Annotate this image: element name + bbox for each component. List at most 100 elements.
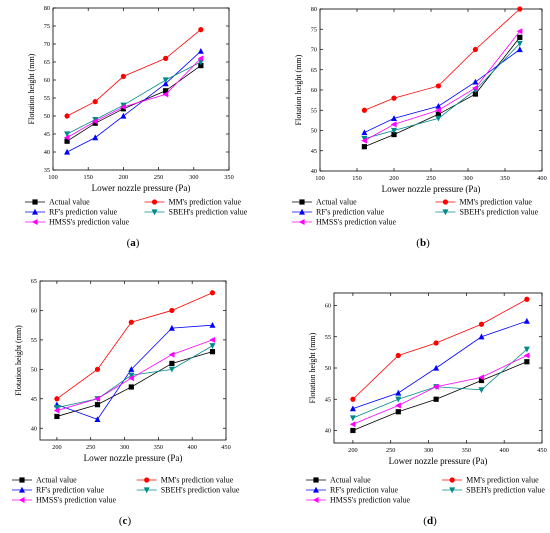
x-tick-label: 200 bbox=[52, 444, 61, 451]
legend-label: HMSS's prediction value bbox=[316, 218, 397, 227]
series-1 bbox=[54, 349, 216, 420]
series-line bbox=[364, 31, 521, 141]
legend-marker bbox=[312, 497, 319, 503]
legend-marker bbox=[19, 477, 25, 483]
x-tick-label: 150 bbox=[83, 174, 92, 181]
data-point bbox=[472, 46, 478, 53]
panel-label: (d) bbox=[423, 515, 437, 527]
legend-label: SBEH's prediction value bbox=[466, 486, 545, 495]
panel-label: (b) bbox=[416, 237, 430, 249]
y-tick-label: 45 bbox=[311, 148, 317, 155]
y-tick-label: 50 bbox=[325, 365, 331, 372]
legend-marker bbox=[299, 199, 305, 205]
legend-label: SBEH's prediction value bbox=[161, 486, 240, 495]
data-point bbox=[120, 104, 126, 110]
data-point bbox=[517, 6, 523, 12]
legend-marker bbox=[313, 486, 319, 493]
series-2 bbox=[361, 6, 523, 113]
legend-label: Actual value bbox=[49, 198, 90, 207]
x-tick-label: 450 bbox=[537, 447, 546, 454]
data-point bbox=[128, 319, 134, 325]
y-tick-label: 60 bbox=[325, 303, 331, 310]
series-3 bbox=[361, 46, 523, 136]
y-tick-label: 45 bbox=[325, 396, 331, 403]
x-tick-label: 350 bbox=[224, 174, 233, 181]
chart-panel-1: 100 150 200 250 300 350 35 40 45 50 55 60 65 70 75 80 Lo… bbox=[25, 5, 248, 249]
series-line bbox=[66, 50, 202, 153]
legend: Actual value MM's prediction value RF's pr… bbox=[25, 198, 248, 227]
y-tick-label: 65 bbox=[311, 67, 317, 74]
series-line bbox=[364, 43, 521, 139]
data-point bbox=[63, 134, 70, 141]
data-point bbox=[163, 88, 169, 94]
chart-panel-4: 200 250 300 350 400 450 40 45 50 55 60 Lower nozzle… bbox=[306, 292, 547, 527]
data-point bbox=[361, 129, 368, 136]
x-tick-label: 350 bbox=[500, 175, 509, 182]
y-tick-label: 65 bbox=[44, 59, 50, 66]
legend-item: Actual value bbox=[12, 476, 77, 485]
series-line bbox=[56, 292, 213, 400]
data-point bbox=[92, 118, 98, 125]
legend-item: RF's prediction value bbox=[306, 486, 399, 495]
data-point bbox=[516, 46, 523, 53]
series-line bbox=[56, 345, 213, 409]
data-point bbox=[433, 364, 440, 371]
legend-marker bbox=[449, 487, 456, 494]
series-5 bbox=[349, 352, 530, 428]
data-point bbox=[349, 415, 356, 422]
legend-item: MM's prediction value bbox=[435, 198, 532, 207]
data-point bbox=[395, 352, 401, 359]
x-tick-label: 350 bbox=[154, 444, 163, 451]
series-line bbox=[364, 8, 521, 111]
data-point bbox=[197, 48, 204, 54]
x-tick-label: 400 bbox=[537, 175, 546, 182]
data-point bbox=[361, 137, 367, 144]
series-line bbox=[352, 298, 528, 400]
series-line bbox=[66, 65, 202, 142]
legend-label: HMSS's prediction value bbox=[49, 218, 130, 227]
chart-panel-3: 200 250 300 350 400 450 40 45 50 55 60 65 Lower nozz… bbox=[12, 278, 240, 527]
x-tick-label: 150 bbox=[352, 175, 361, 182]
legend-item: MM's prediction value bbox=[442, 476, 539, 485]
legend-label: SBEH's prediction value bbox=[459, 208, 538, 217]
data-point bbox=[209, 343, 216, 349]
legend-marker bbox=[442, 209, 449, 216]
x-axis-label: Lower nozzle pressure (Pa) bbox=[92, 183, 191, 193]
y-tick-label: 50 bbox=[31, 367, 37, 374]
x-tick-label: 100 bbox=[48, 174, 57, 181]
legend-marker bbox=[19, 486, 25, 493]
data-point bbox=[92, 120, 98, 126]
data-point bbox=[198, 27, 204, 33]
y-axis-label: Flotation height (mm) bbox=[308, 332, 317, 403]
legend-marker bbox=[313, 477, 319, 483]
legend-marker bbox=[31, 219, 38, 225]
data-point bbox=[435, 111, 441, 117]
series-line bbox=[56, 339, 213, 411]
panel-label: (a) bbox=[127, 237, 140, 249]
data-point bbox=[395, 409, 401, 415]
legend-item: SBEH's prediction value bbox=[136, 486, 240, 495]
data-point bbox=[395, 396, 402, 403]
series-line bbox=[66, 58, 202, 138]
legend-item: HMSS's prediction value bbox=[306, 496, 411, 505]
data-point bbox=[162, 91, 169, 98]
plot-frame bbox=[319, 8, 543, 172]
x-axis-label: Lower nozzle pressure (Pa) bbox=[84, 453, 183, 463]
series-1 bbox=[361, 34, 523, 150]
plot-frame bbox=[52, 7, 230, 171]
series-2 bbox=[350, 296, 530, 402]
data-point bbox=[168, 324, 175, 331]
y-tick-label: 55 bbox=[31, 337, 37, 344]
x-axis-label: Lower nozzle pressure (Pa) bbox=[382, 184, 481, 194]
series-line bbox=[352, 361, 528, 431]
data-point bbox=[391, 115, 397, 121]
series-1 bbox=[64, 63, 204, 144]
legend-label: SBEH's prediction value bbox=[169, 208, 248, 217]
data-point bbox=[523, 346, 530, 353]
series-4 bbox=[64, 59, 204, 138]
series-line bbox=[364, 49, 521, 133]
series-3 bbox=[53, 321, 216, 422]
series-5 bbox=[53, 336, 216, 414]
data-point bbox=[349, 405, 356, 412]
series-5 bbox=[63, 55, 204, 141]
